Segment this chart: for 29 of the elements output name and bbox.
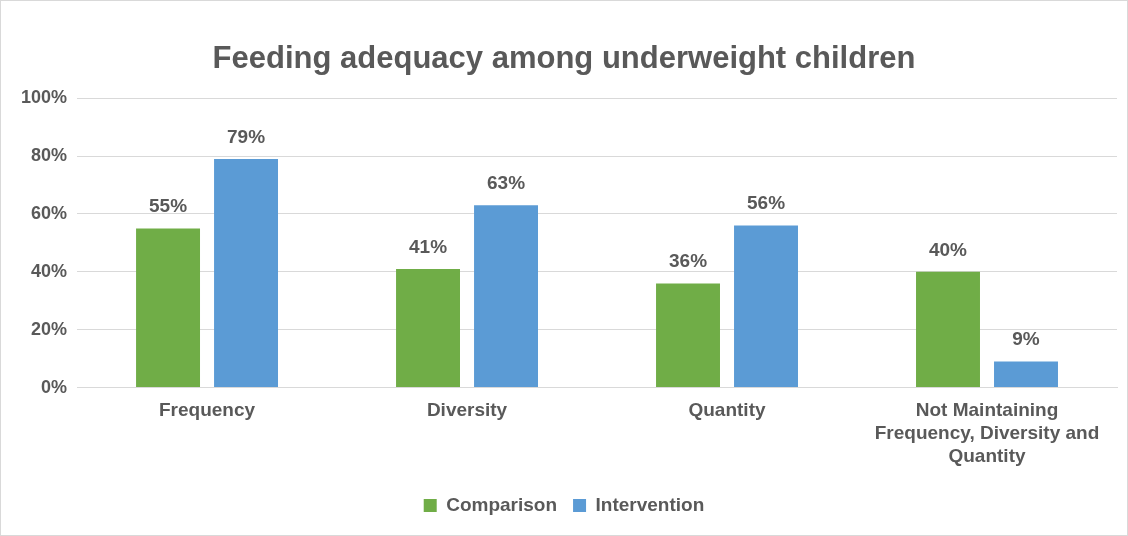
legend-label: Intervention (595, 493, 705, 515)
bar (656, 283, 720, 388)
data-label: 36% (669, 250, 708, 272)
data-label: 56% (747, 192, 786, 214)
y-tick-label: 0% (41, 376, 68, 397)
y-tick-label: 80% (31, 145, 68, 166)
y-tick-label: 60% (31, 202, 68, 223)
y-tick-label: 100% (20, 87, 68, 108)
data-label: 41% (409, 235, 448, 257)
data-label: 9% (1012, 328, 1040, 350)
bar (474, 205, 538, 388)
x-tick-label: Frequency (158, 399, 256, 421)
x-tick-label: Quantity (688, 399, 766, 421)
bar (734, 225, 798, 388)
legend-label: Comparison (446, 493, 558, 515)
x-tick-label: Diversity (426, 399, 508, 421)
bar (214, 158, 279, 388)
data-label: 63% (487, 172, 526, 194)
bar (136, 228, 201, 388)
y-tick-label: 20% (31, 318, 68, 339)
chart-title: Feeding adequacy among underweight children (212, 40, 916, 76)
bar (396, 268, 460, 388)
data-label: 79% (227, 125, 266, 147)
y-tick-label: 40% (31, 260, 68, 281)
bar (994, 361, 1058, 388)
data-label: 40% (928, 238, 968, 260)
x-tick-label: Not Maintaining Frequency, Diversity and Quantity (874, 399, 1100, 466)
data-label: 55% (149, 195, 188, 217)
bar (916, 271, 980, 388)
